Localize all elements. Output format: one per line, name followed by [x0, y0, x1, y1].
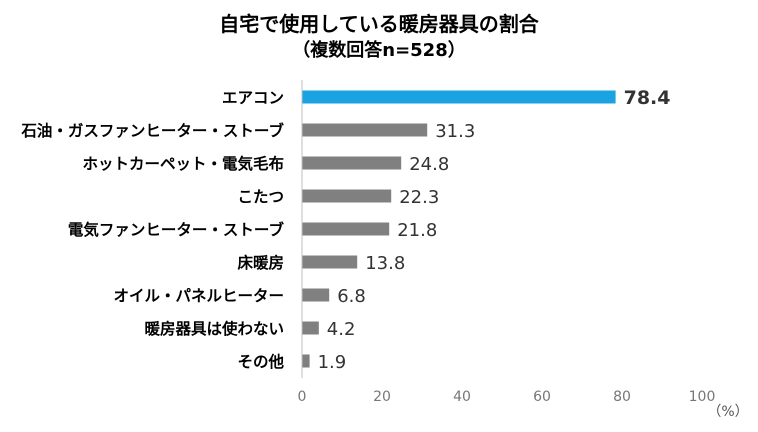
- category-label: 床暖房: [237, 253, 284, 272]
- bar: [302, 288, 330, 302]
- bar: [302, 90, 616, 104]
- bar: [302, 321, 319, 335]
- bar: [302, 222, 390, 236]
- category-label: 電気ファンヒーター・ストーブ: [68, 220, 285, 239]
- category-label: その他: [237, 352, 284, 371]
- data-label: 78.4: [624, 87, 671, 109]
- x-tick-label: 20: [373, 389, 391, 405]
- category-label: エアコン: [222, 89, 284, 107]
- x-tick-label: 40: [453, 389, 471, 405]
- data-label: 24.8: [409, 154, 449, 175]
- bar: [302, 255, 358, 269]
- x-tick-label: 80: [613, 389, 631, 405]
- x-tick-label: 60: [533, 389, 551, 405]
- bar: [302, 156, 402, 170]
- category-label: オイル・パネルヒーター: [113, 287, 284, 305]
- data-label: 4.2: [327, 319, 356, 340]
- bar: [302, 354, 310, 368]
- x-tick-label: 100: [689, 389, 716, 405]
- data-label: 21.8: [397, 220, 437, 241]
- data-label: 31.3: [435, 121, 475, 142]
- category-label: 暖房器具は使わない: [144, 319, 284, 338]
- bar: [302, 123, 428, 137]
- data-label: 13.8: [365, 253, 405, 274]
- data-label: 6.8: [337, 286, 366, 307]
- x-unit-label: （%）: [707, 404, 748, 420]
- category-label: こたつ: [237, 188, 284, 206]
- data-label: 22.3: [399, 187, 439, 208]
- category-label: 石油・ガスファンヒーター・ストーブ: [20, 121, 284, 140]
- bar: [302, 189, 392, 203]
- x-tick-label: 0: [298, 389, 307, 405]
- chart-title: 自宅で使用している暖房器具の割合: [219, 12, 539, 36]
- chart-subtitle: （複数回答n=528）: [292, 40, 466, 61]
- category-label: ホットカーペット・電気毛布: [82, 154, 284, 173]
- data-label: 1.9: [318, 352, 347, 373]
